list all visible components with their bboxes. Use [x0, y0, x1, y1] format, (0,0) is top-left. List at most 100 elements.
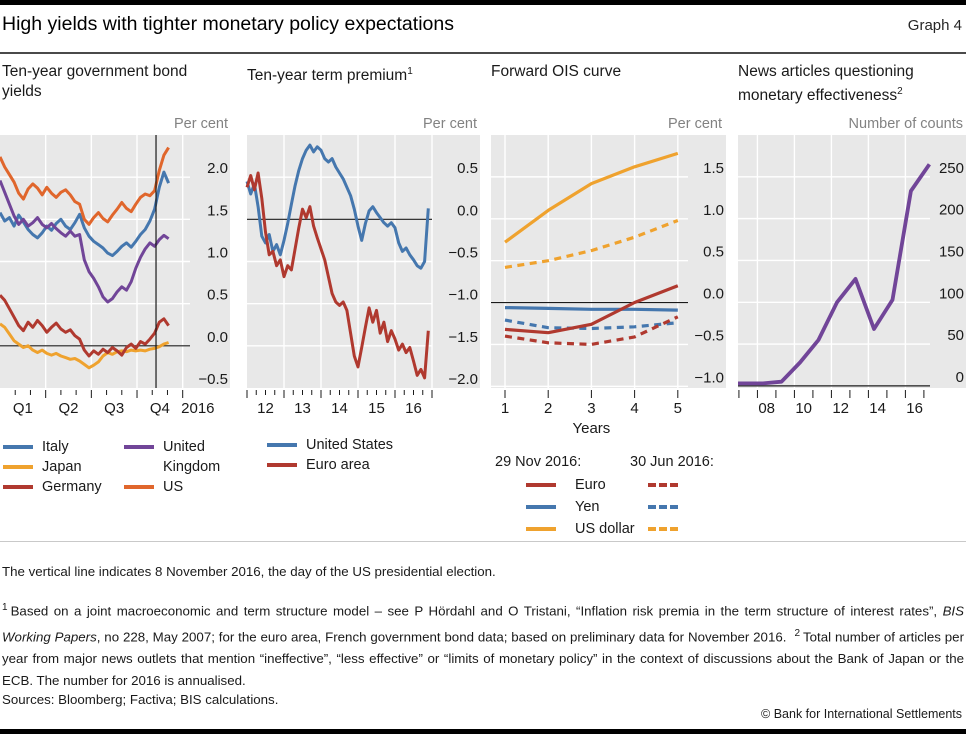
footnote-marker-1: 1 [407, 66, 413, 77]
x-tick-label: 2 [544, 400, 552, 417]
legend-swatch-euro-area [267, 463, 297, 467]
y-tick-label: −0.5 [694, 327, 724, 344]
x-tick-label: 13 [294, 400, 311, 417]
y-tick-label: 0.0 [703, 286, 724, 303]
legend-label-united-states: United States [306, 437, 394, 453]
legend-header-30-jun: 30 Jun 2016: [630, 454, 714, 470]
x-tick-label: 14 [869, 400, 886, 417]
legend-item-japan: Japan [3, 457, 124, 477]
legend-swatch-yen-solid [526, 505, 556, 509]
legend-item-us: US [124, 477, 235, 497]
vertical-line-note: The vertical line indicates 8 November 2… [2, 564, 496, 580]
y-tick-label: −1.0 [448, 287, 478, 304]
unit-label-number-of-counts: Number of counts [848, 116, 963, 132]
page-title: High yields with tighter monetary policy… [2, 13, 454, 35]
legend-label-united-kingdom: United Kingdom [163, 439, 221, 475]
legend-label-italy: Italy [42, 439, 69, 455]
legend-swatch-euro-solid [526, 483, 556, 487]
y-tick-label: −0.5 [448, 245, 478, 262]
x-tick-label: 10 [795, 400, 812, 417]
series-line-us [0, 146, 170, 226]
legend-label-us-dollar: US dollar [575, 521, 635, 537]
x-tick-label: 12 [257, 400, 274, 417]
x-tick-label: Q4 [150, 400, 170, 417]
legend-label-us: US [163, 479, 184, 495]
legend-swatch-japan [3, 465, 33, 469]
footnote-1-text-cont: , no 228, May 2007; for the euro area, F… [96, 629, 787, 645]
legend-headers: 29 Nov 2016: 30 Jun 2016: [495, 452, 726, 472]
plot-background [738, 135, 966, 388]
legend-item-united-kingdom: United Kingdom [124, 437, 235, 477]
panel-title-term-premium: Ten-year term premium1 [247, 62, 480, 86]
panel-title-text: Forward OIS curve [491, 63, 622, 80]
footnote-2-marker: 2 [794, 627, 800, 639]
panel-title-text: News articles questioning monetary effec… [738, 63, 914, 105]
footnote-1-text: Based on a joint macroeconomic and term … [10, 603, 943, 619]
legend-item-italy: Italy [3, 437, 124, 457]
panel-title-forward-ois: Forward OIS curve [491, 62, 726, 82]
footnote-rule [0, 541, 966, 542]
legend-swatch-yen-dashed [648, 505, 678, 509]
y-tick-label: 0 [956, 369, 964, 386]
series-line-yen [504, 306, 678, 312]
x-tick-label: 08 [758, 400, 775, 417]
footnotes-paragraph: 1 Based on a joint macroeconomic and term… [2, 597, 964, 692]
y-tick-label: −1.0 [694, 369, 724, 386]
legend-swatch-us-dollar-dashed [648, 527, 678, 531]
series-line-japan [0, 322, 170, 370]
y-tick-label: −1.5 [448, 329, 478, 346]
y-tick-label: 100 [939, 285, 964, 302]
x-tick-label: 1 [501, 400, 509, 417]
footnote-2-text: Total number of articles per year from m… [2, 629, 965, 689]
legend-item-euro-area: Euro area [267, 455, 393, 475]
series-line-germany [0, 294, 170, 358]
footnote-1-italic: BIS Working Papers [2, 603, 964, 645]
panel-title-text: Ten-year term premium [247, 67, 408, 85]
legend-label-euro: Euro [575, 477, 606, 493]
series-line-euro [504, 284, 679, 335]
series-line-euro-area [245, 171, 430, 380]
y-tick-label: 2.0 [207, 160, 228, 177]
legend-column: United Kingdom US [124, 437, 235, 497]
copyright-line: © Bank for International Settlements [761, 707, 962, 721]
x-tick-label: 12 [832, 400, 849, 417]
y-tick-label: −0.5 [198, 371, 228, 388]
legend-row-yen: Yen [495, 496, 726, 518]
header: High yields with tighter monetary policy… [2, 13, 962, 36]
y-tick-label: 50 [947, 327, 964, 344]
legend-row-euro: Euro [495, 474, 726, 496]
unit-label-per-cent: Per cent [668, 116, 722, 132]
x-tick-label: 14 [331, 400, 348, 417]
x-tick-label: 5 [674, 400, 682, 417]
legend-label-yen: Yen [575, 499, 600, 515]
x-tick-label: 3 [587, 400, 595, 417]
legend-swatch-italy [3, 445, 33, 449]
panel-title-news-articles: News articles questioning monetary effec… [738, 62, 946, 106]
x-tick-label: 16 [906, 400, 923, 417]
y-tick-label: 0.5 [703, 244, 724, 261]
x-tick-label: 2016 [181, 400, 214, 417]
header-rule [0, 52, 966, 54]
series-line-articles-per-year [738, 163, 931, 386]
x-tick-label: Q1 [13, 400, 33, 417]
x-tick-label: 16 [405, 400, 422, 417]
footnote-marker-2: 2 [897, 86, 903, 97]
series-line-us-dollar [504, 219, 679, 269]
y-tick-label: −2.0 [448, 371, 478, 388]
legend-swatch-euro-dashed [648, 483, 678, 487]
y-tick-label: 1.5 [207, 202, 228, 219]
x-axis-title: Years [572, 420, 610, 437]
legend-label-japan: Japan [42, 459, 82, 475]
unit-label-per-cent: Per cent [174, 116, 228, 132]
x-tick-label: 15 [368, 400, 385, 417]
legend-swatch-us [124, 485, 154, 489]
y-tick-label: 150 [939, 243, 964, 260]
panel-title-bond-yields: Ten-year government bond yields [2, 62, 202, 102]
panel-title-text: Ten-year government bond yields [2, 63, 188, 100]
plot-background [491, 135, 726, 388]
legend-swatch-us-dollar-solid [526, 527, 556, 531]
legend-bond-yields: Italy Japan Germany United Kingdom US [3, 437, 235, 497]
legend-row-us-dollar: US dollar [495, 518, 726, 540]
